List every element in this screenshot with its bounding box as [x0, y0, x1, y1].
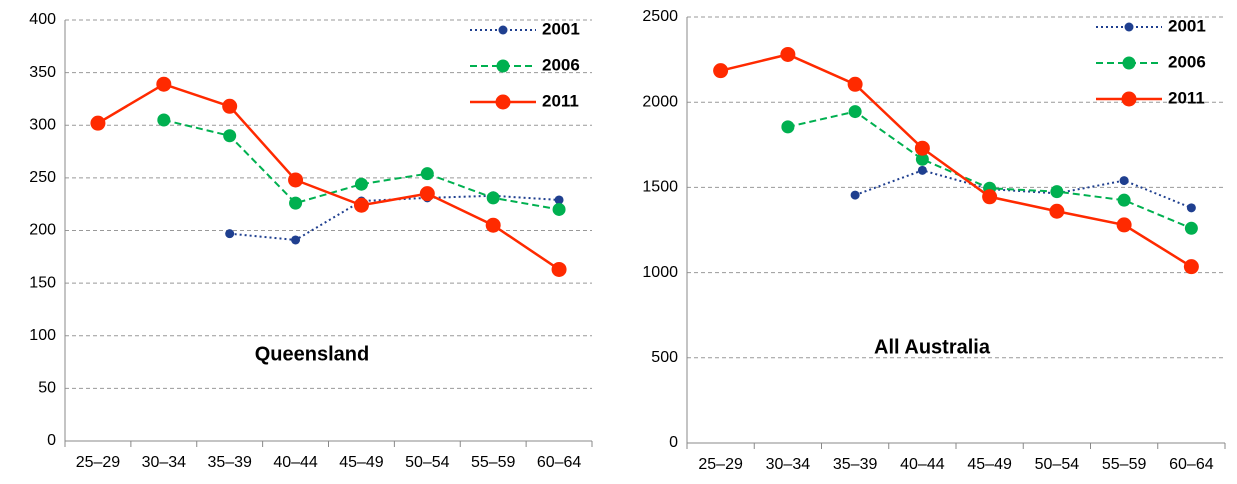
- y-tick-label: 300: [29, 116, 56, 133]
- marker: [1186, 203, 1196, 213]
- x-tick-label: 35–39: [833, 456, 878, 473]
- marker: [1183, 259, 1199, 275]
- marker: [225, 229, 235, 239]
- marker: [780, 46, 796, 62]
- x-tick-label: 30–34: [142, 454, 187, 471]
- series-line: [787, 110, 1192, 230]
- legend-label: 2011: [1168, 88, 1205, 107]
- y-tick-label: 2500: [642, 8, 678, 25]
- marker: [1116, 217, 1132, 233]
- marker: [223, 129, 237, 143]
- series-line: [229, 194, 560, 241]
- x-tick-label: 60–64: [537, 454, 582, 471]
- x-tick-label: 40–44: [900, 456, 945, 473]
- marker: [847, 76, 863, 92]
- y-tick-label: 250: [29, 169, 56, 186]
- series-line: [720, 53, 1193, 268]
- legend-label: 2001: [542, 19, 580, 38]
- marker: [551, 261, 567, 277]
- marker: [222, 98, 238, 114]
- marker: [1050, 185, 1064, 199]
- marker: [1184, 221, 1198, 235]
- legend-marker: [1121, 91, 1137, 107]
- y-tick-label: 200: [29, 222, 56, 239]
- marker: [486, 191, 500, 205]
- y-tick-label: 400: [29, 11, 56, 28]
- marker: [291, 235, 301, 245]
- legend-label: 2001: [1168, 16, 1206, 35]
- x-tick-label: 35–39: [207, 454, 252, 471]
- marker: [850, 190, 860, 200]
- marker: [289, 196, 303, 210]
- marker: [90, 115, 106, 131]
- marker: [982, 189, 998, 205]
- marker: [157, 113, 171, 127]
- marker: [552, 202, 566, 216]
- marker: [1117, 193, 1131, 207]
- y-tick-label: 0: [47, 432, 56, 449]
- legend-marker: [495, 94, 511, 110]
- y-tick-label: 350: [29, 64, 56, 81]
- x-tick-label: 45–49: [967, 456, 1012, 473]
- x-tick-label: 45–49: [339, 454, 384, 471]
- annotation: All Australia: [874, 336, 991, 358]
- legend-marker: [496, 59, 510, 73]
- y-tick-label: 2000: [642, 93, 678, 110]
- x-tick-label: 25–29: [76, 454, 121, 471]
- marker: [1049, 203, 1065, 219]
- x-tick-label: 55–59: [1102, 456, 1147, 473]
- marker: [713, 63, 729, 79]
- marker: [1119, 176, 1129, 186]
- y-tick-label: 500: [651, 349, 678, 366]
- legend-label: 2011: [542, 91, 579, 110]
- y-tick-label: 1000: [642, 264, 678, 281]
- marker: [917, 165, 927, 175]
- marker: [353, 197, 369, 213]
- series-line: [97, 82, 560, 271]
- y-tick-label: 0: [669, 434, 678, 451]
- x-tick-label: 25–29: [698, 456, 743, 473]
- marker: [156, 76, 172, 92]
- y-tick-label: 100: [29, 327, 56, 344]
- y-tick-label: 50: [38, 380, 56, 397]
- marker: [781, 120, 795, 134]
- marker: [419, 186, 435, 202]
- x-tick-label: 50–54: [1035, 456, 1080, 473]
- series-line: [854, 169, 1192, 209]
- x-tick-label: 55–59: [471, 454, 516, 471]
- x-tick-label: 40–44: [273, 454, 318, 471]
- annotation: Queensland: [255, 343, 369, 365]
- marker: [420, 167, 434, 181]
- legend-marker: [1124, 22, 1134, 32]
- marker: [915, 152, 929, 166]
- marker: [288, 172, 304, 188]
- marker: [914, 140, 930, 156]
- marker: [354, 177, 368, 191]
- x-tick-label: 30–34: [766, 456, 811, 473]
- y-tick-label: 150: [29, 274, 56, 291]
- legend-marker: [1122, 56, 1136, 70]
- marker: [485, 217, 501, 233]
- legend-marker: [498, 25, 508, 35]
- x-tick-label: 60–64: [1169, 456, 1214, 473]
- marker: [554, 195, 564, 205]
- y-tick-label: 1500: [642, 179, 678, 196]
- legend-label: 2006: [542, 55, 580, 74]
- x-tick-label: 50–54: [405, 454, 450, 471]
- legend-label: 2006: [1168, 52, 1206, 71]
- marker: [848, 105, 862, 119]
